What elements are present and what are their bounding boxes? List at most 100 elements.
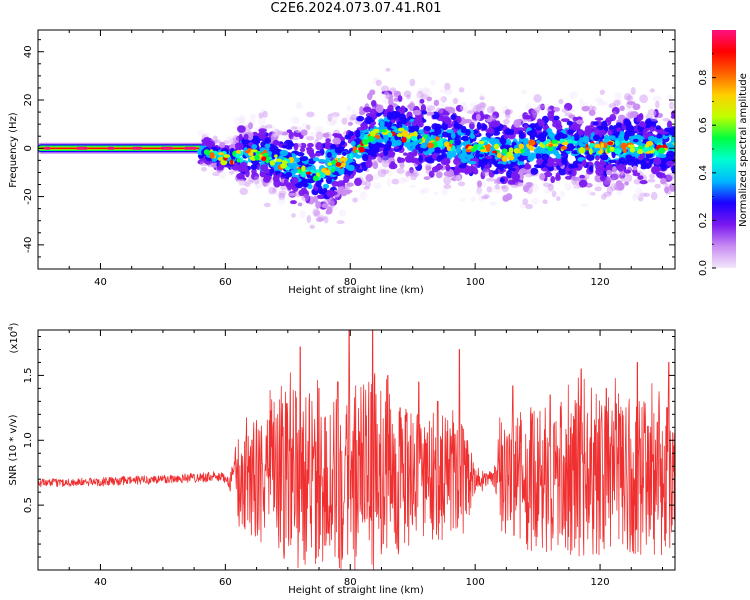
spectrogram-cell	[329, 143, 337, 150]
x-tick-label: 40	[94, 277, 107, 288]
colorbar-tick-label: 0.4	[698, 165, 709, 181]
spectrogram-peak-cell	[639, 145, 643, 150]
spectrogram-cell	[294, 157, 301, 163]
spectrogram-cell	[616, 189, 622, 196]
spectrogram-cell	[272, 129, 278, 138]
spectrogram-cell	[490, 105, 496, 113]
band-peak	[160, 146, 174, 150]
spectrogram-cell	[640, 159, 646, 168]
spectrogram-cell	[518, 132, 526, 139]
spectrogram-cell	[347, 164, 355, 171]
spectrogram-cell	[380, 85, 390, 93]
spectrogram-cell	[219, 141, 226, 148]
spectrogram-peak-cell	[397, 127, 405, 132]
spectrogram-panel: 40 60 80 100 120 -40 -20 0 20 40 Height of strai…	[8, 29, 676, 296]
spectrogram-peak-cell	[401, 136, 407, 143]
spectrogram-cell	[589, 191, 596, 196]
spectrogram-cell	[375, 104, 384, 113]
spectrogram-cell	[579, 174, 586, 179]
spectrogram-cell	[615, 180, 623, 187]
spectrogram-cell	[265, 183, 272, 188]
spectrogram-cell	[419, 188, 425, 195]
spectrogram-cell	[370, 159, 378, 167]
spectrogram-cell	[470, 165, 476, 172]
spectrogram-cell	[456, 115, 462, 124]
spectrogram-cell	[566, 120, 573, 126]
spectrogram-cell	[666, 173, 675, 181]
spectrogram-cell	[490, 139, 497, 146]
spectrogram-cell	[375, 79, 382, 87]
spectrogram-cell	[555, 123, 563, 131]
spectrogram-cell	[564, 182, 572, 191]
spectrogram-peak-cell	[491, 150, 498, 154]
spectrogram-cell	[476, 180, 483, 188]
spectrogram-cell	[581, 105, 590, 112]
spectrogram-cell	[667, 94, 674, 101]
spectrogram-cell	[649, 126, 656, 132]
spectrogram-peak-cell	[614, 140, 620, 147]
spectrogram-cell	[543, 182, 552, 188]
spectrogram-cell	[542, 159, 548, 165]
spectrogram-cell	[581, 159, 587, 167]
spectrogram-cell	[623, 118, 631, 127]
spectrogram-cell	[551, 190, 557, 198]
spectrogram-cell	[402, 152, 408, 156]
spectrogram-cell	[486, 177, 495, 182]
spectrogram-cell	[499, 137, 507, 145]
spectrogram-cell	[666, 160, 675, 167]
spectrogram-cell	[419, 98, 425, 104]
spectrogram-cell	[322, 183, 330, 189]
spectrogram-cell	[239, 187, 248, 196]
spectrogram-cell	[639, 94, 648, 104]
spectrogram-peak-cell	[396, 133, 403, 138]
colorbar: 0.0 0.2 0.4 0.6 0.8 Normalized spectral ampl…	[698, 30, 749, 276]
spectrogram-cell	[233, 162, 239, 169]
spectrogram-cell	[618, 157, 626, 164]
spectrogram-cell	[326, 118, 336, 127]
spectrogram-cell	[350, 140, 356, 147]
spectrogram-cell	[625, 108, 633, 113]
spectrogram-cell	[258, 112, 264, 119]
spectrogram-cell	[404, 141, 413, 148]
spectrogram-cell	[595, 183, 603, 188]
spectrogram-cell	[490, 187, 496, 193]
spectrogram-cell	[530, 167, 539, 175]
spectrogram-cell	[274, 170, 281, 175]
spectrogram-cell	[653, 157, 662, 166]
spectrogram-peak-cell	[446, 145, 451, 152]
spectrogram-cell	[614, 92, 622, 101]
spectrogram-cell	[340, 185, 348, 191]
spectrogram-cell	[625, 154, 633, 161]
spectrogram-cell	[481, 181, 487, 188]
spectrogram-cell	[434, 147, 441, 154]
spectrogram-cell	[649, 88, 655, 93]
spectrogram-cell	[469, 102, 479, 108]
spectrogram-cell	[272, 187, 277, 194]
spectrogram-cell	[519, 202, 527, 209]
spectrogram-cell	[331, 180, 339, 187]
spectrogram-cell	[487, 114, 497, 122]
spectrogram-cell	[244, 169, 250, 178]
spectrogram-cell	[441, 187, 448, 196]
spectrogram-cell	[259, 171, 267, 178]
x-tick-label: 60	[219, 577, 232, 588]
spectrogram-cell	[571, 176, 577, 186]
snr-y-axis-label: SNR (10 * v/v)	[8, 414, 19, 485]
spectrogram-cell	[235, 135, 243, 141]
spectrogram-cell	[531, 197, 539, 205]
spectrogram-cell	[327, 113, 333, 122]
spectrogram-cell	[483, 193, 490, 199]
spectrogram-peak-cell	[496, 152, 502, 158]
spectrogram-cell	[446, 129, 454, 134]
spectrogram-cell	[329, 198, 335, 207]
spectrogram-cell	[254, 185, 262, 190]
spectrogram-cell	[553, 106, 561, 112]
spectrogram-cell	[359, 191, 368, 200]
spectrogram-cell	[318, 126, 324, 135]
spectrogram-cell	[285, 171, 293, 178]
spectrogram-peak-cell	[406, 135, 412, 139]
spectrogram-cell	[442, 110, 449, 116]
spectrogram-peak-cell	[629, 146, 636, 153]
spectrogram-cell	[624, 181, 629, 186]
spectrogram-cell	[309, 132, 316, 138]
